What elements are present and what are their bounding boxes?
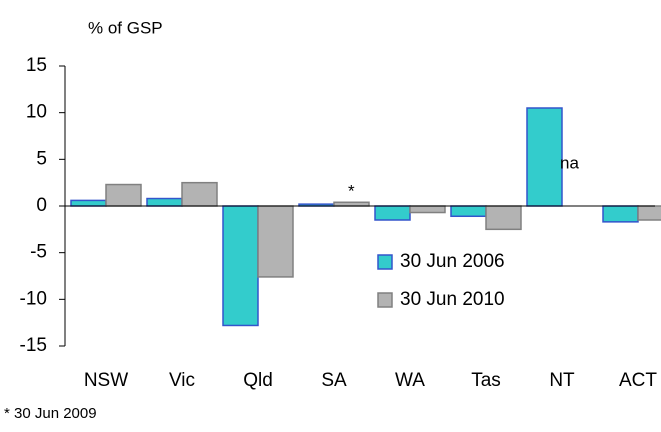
x-tick-label: Vic xyxy=(169,370,195,391)
x-tick-label: NSW xyxy=(84,370,128,391)
bar xyxy=(602,205,639,223)
x-tick-label: ACT xyxy=(619,370,657,391)
bar xyxy=(450,205,487,218)
bar xyxy=(485,205,522,231)
x-tick-label: WA xyxy=(395,370,425,391)
y-tick-label: 15 xyxy=(26,55,47,76)
bar xyxy=(374,205,411,221)
legend-label: 30 Jun 2006 xyxy=(400,251,505,272)
bar xyxy=(333,201,370,207)
legend-swatch xyxy=(377,292,393,308)
bar xyxy=(105,183,142,207)
legend-swatch xyxy=(377,254,393,270)
bar xyxy=(257,205,294,278)
bar xyxy=(409,205,446,214)
footnote: * 30 Jun 2009 xyxy=(4,405,97,422)
y-tick-label: -10 xyxy=(20,288,47,309)
bar xyxy=(637,205,661,221)
annotation: * xyxy=(348,181,355,200)
bar xyxy=(181,181,218,207)
bar xyxy=(146,197,183,207)
y-tick-label: -5 xyxy=(30,242,47,263)
y-tick-label: 0 xyxy=(36,195,47,216)
annotation: na xyxy=(560,153,579,172)
bar xyxy=(70,199,107,207)
x-tick-label: Qld xyxy=(243,370,273,391)
y-tick-label: 5 xyxy=(36,148,47,169)
legend-label: 30 Jun 2010 xyxy=(400,289,505,310)
x-tick-label: NT xyxy=(549,370,575,391)
y-tick-label: 10 xyxy=(26,102,47,123)
bar xyxy=(222,205,259,327)
x-tick-label: Tas xyxy=(471,370,501,391)
bar xyxy=(526,107,563,207)
y-axis-label: % of GSP xyxy=(88,18,163,37)
y-tick-label: -15 xyxy=(20,335,47,356)
x-tick-label: SA xyxy=(321,370,347,391)
